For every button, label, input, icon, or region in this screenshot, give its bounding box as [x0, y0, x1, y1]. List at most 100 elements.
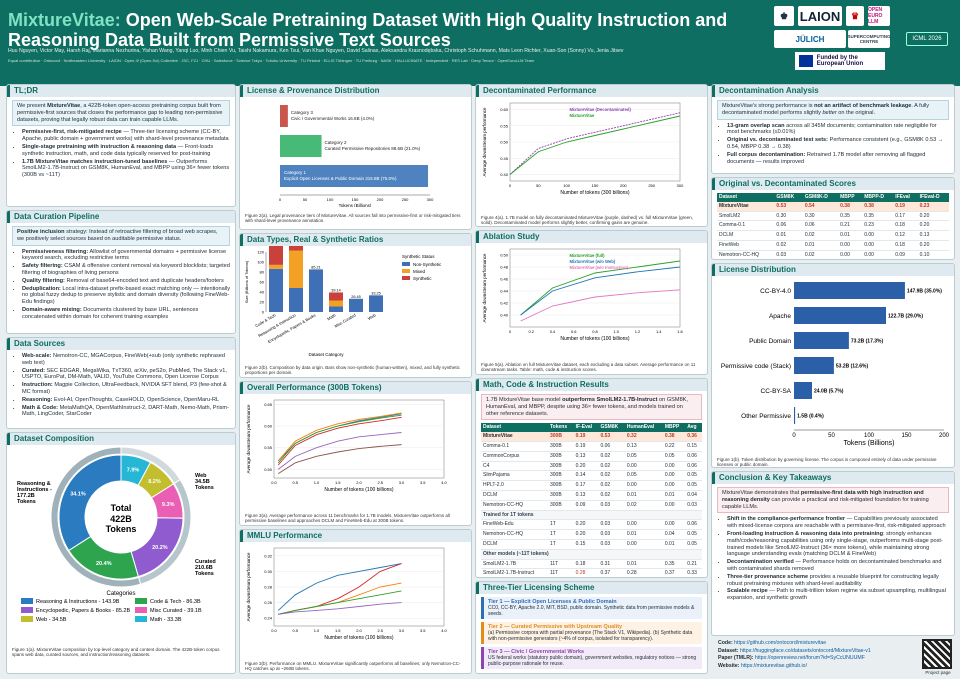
legend-label: Code & Tech - 86.3B — [150, 599, 201, 605]
table-cell: SmolLM2-1.7B-Instruct — [481, 568, 548, 577]
table-cell: 0.20 — [917, 220, 949, 232]
donut-center-top: Total — [111, 503, 132, 513]
table-cell: HPLT-2.0 — [481, 480, 548, 491]
y-tick-label: 0.60 — [500, 107, 509, 112]
table-cell: 0.22 — [662, 441, 686, 452]
curation-bullet-title: Quality filtering: — [22, 277, 65, 284]
table-cell: 0.38 — [662, 432, 686, 443]
donut-outer-label: Curated 210.6B Tokens — [195, 559, 216, 577]
table-cell: 1T — [547, 539, 574, 550]
table-cell: 0.05 — [685, 529, 702, 540]
table-cell: 300B — [547, 451, 574, 462]
donut-outer-label: Web 34.5B Tokens — [195, 473, 214, 491]
series-line — [509, 112, 681, 175]
x-tick-label: 3.5 — [420, 480, 426, 485]
y-tick-label: 0.65 — [264, 402, 273, 407]
decontanalysis-bullet-title: 13-gram overlap scan — [727, 122, 785, 129]
table-cell: 0.00 — [662, 461, 686, 472]
provenance-bar-label: Category 1 — [284, 170, 307, 175]
x-tick-label: Web — [367, 312, 377, 321]
x-tick-label: 50 — [828, 433, 835, 439]
decontanalysis-intro-post: . A fully decontaminated model performs … — [722, 103, 930, 116]
sources-bullet: Web-scale: Nemotron-CC, MGACorpus, FineW… — [22, 353, 230, 367]
website-link[interactable]: https://mixturevitae.github.io/ — [740, 662, 808, 669]
stacked-bar-segment — [309, 269, 323, 312]
table-cell: 0.09 — [573, 500, 599, 511]
x-tick-label: 150 — [352, 197, 359, 202]
table-cell: 1T — [547, 529, 574, 540]
conclusion-bullet: Shift in the compliance-performance fron… — [727, 516, 949, 530]
x-tick-label: 0.0 — [271, 480, 277, 485]
y-axis-title: Size (Billions of Tokens) — [244, 260, 249, 303]
curation-intro: Positive inclusion strategy: Instead of … — [12, 226, 230, 246]
tldr-intro-bold: MixtureVitae — [47, 103, 81, 109]
decontanalysis-intro-bold: not an artifact of benchmark leakage — [814, 103, 912, 109]
conclusion-intro-pre: MixtureVitae demonstrates that — [722, 490, 801, 496]
series-line — [277, 414, 402, 464]
x-tick-label: 250 — [648, 183, 655, 188]
bar-value-label: 73.2B (17.3%) — [851, 339, 884, 345]
sources-bullet: Math & Code: MetaMathQA, OpenMathInstruc… — [22, 405, 230, 419]
table-cell: 0.03 — [685, 500, 702, 511]
y-tick-label: 0.40 — [500, 172, 509, 177]
sources-bullet: Reasoning: Evol-AI, OpenThoughts, CaseHO… — [22, 397, 230, 404]
table-cell: MixtureVitae — [717, 201, 775, 212]
tier-body: US federal works (statutory public domai… — [488, 655, 697, 667]
conclusion-bullet-text: : strongly enhances math/code/reasoning … — [727, 530, 943, 558]
decontanalysis-panel: Decontamination Analysis MixtureVitae's … — [711, 84, 955, 174]
table-cell: 0.06 — [685, 451, 702, 462]
juelich-sub-logo: SUPERCOMPUTING CENTRE — [848, 30, 891, 48]
category-label: CC-BY-SA — [761, 388, 792, 395]
table-cell: 0.02 — [802, 250, 839, 259]
curation-list: Permissiveness filtering: Allowlist of g… — [12, 249, 230, 321]
table-cell: 0.19 — [573, 432, 599, 443]
sources-bullet-title: Web-scale: — [22, 353, 52, 359]
y-tick-label: 0.50 — [500, 253, 509, 258]
licdist-caption: Figure 1(b). Token distribution by gover… — [717, 457, 937, 468]
provenance-panel: License & Provenance Distribution Catego… — [239, 84, 472, 230]
code-link[interactable]: https://github.com/ontocord/mixturevitae — [734, 640, 827, 646]
tier-title: Tier 1 — Explicit Open Licenses & Public… — [488, 599, 617, 605]
table-row: DCLM 300B 0.13 0.02 0.01 0.01 0.04 — [481, 490, 702, 501]
series-label: MixtureVitae (w/o Instruction) — [570, 265, 629, 270]
mathcode-intro: 1.7B MixtureVitae base model outperforms… — [481, 394, 702, 421]
table-cell: FineWeb-Edu — [481, 519, 548, 531]
legend-swatch — [21, 607, 33, 613]
mmlu-heading: MMLU Performance — [240, 530, 471, 542]
table-cell: 0.00 — [862, 230, 894, 241]
composition-heading: Dataset Composition — [7, 433, 235, 445]
curation-bullet-text: Documents clustered by base URL, sentenc… — [22, 306, 199, 320]
table-cell: 1T — [547, 519, 574, 531]
donut-slice — [58, 454, 122, 552]
table-row: Nemotron-CC-HQ 1T 0.20 0.03 0.01 0.04 0.05 — [481, 529, 702, 540]
table-cell: 0.00 — [862, 250, 894, 259]
y-tick-label: 0.44 — [500, 289, 509, 294]
category-label: CC-BY-4.0 — [760, 288, 791, 295]
dataset-link[interactable]: https://huggingface.co/datasets/ontocord… — [739, 647, 871, 654]
x-tick-label: 0.4 — [550, 329, 556, 334]
series-line — [278, 590, 402, 615]
table-cell: Nemotron-CC-HQ — [481, 500, 548, 511]
x-tick-label: 50 — [536, 183, 541, 188]
table-cell: 0.00 — [662, 500, 686, 511]
decont-heading: Decontaminated Performance — [476, 85, 707, 97]
table-row: FineWeb-Edu 1T 0.20 0.03 0.00 0.00 0.06 — [481, 519, 702, 531]
credit-dataset-label: Dataset: — [718, 647, 739, 654]
series-line — [509, 115, 681, 175]
table-row: Trained for 1T tokens — [481, 510, 702, 521]
credit-code-label: Code: — [718, 640, 733, 646]
y-tick-label: 0.40 — [500, 313, 509, 318]
provenance-heading: License & Provenance Distribution — [240, 85, 471, 97]
sources-bullet-title: Reasoning: — [22, 396, 53, 403]
table-header-cell: MBPP — [662, 423, 686, 433]
donut-slice-label: 9.3% — [162, 502, 175, 508]
sources-bullet-title: Instruction: — [22, 382, 53, 389]
table-cell: 0.36 — [685, 432, 702, 443]
table-row: FineWeb 0.02 0.01 0.00 0.00 0.18 0.20 — [717, 240, 949, 251]
y-axis-title: Average downstream performance — [482, 253, 487, 322]
stacked-bar-segment — [289, 250, 303, 288]
table-row: Comma-0.1 300B 0.19 0.06 0.13 0.22 0.15 — [481, 441, 702, 452]
paper-link[interactable]: https://openreview.net/forum?id=SyCcUNUU… — [754, 655, 865, 661]
y-tick-label: 0.30 — [264, 569, 273, 574]
qr-code-icon[interactable] — [922, 639, 952, 669]
